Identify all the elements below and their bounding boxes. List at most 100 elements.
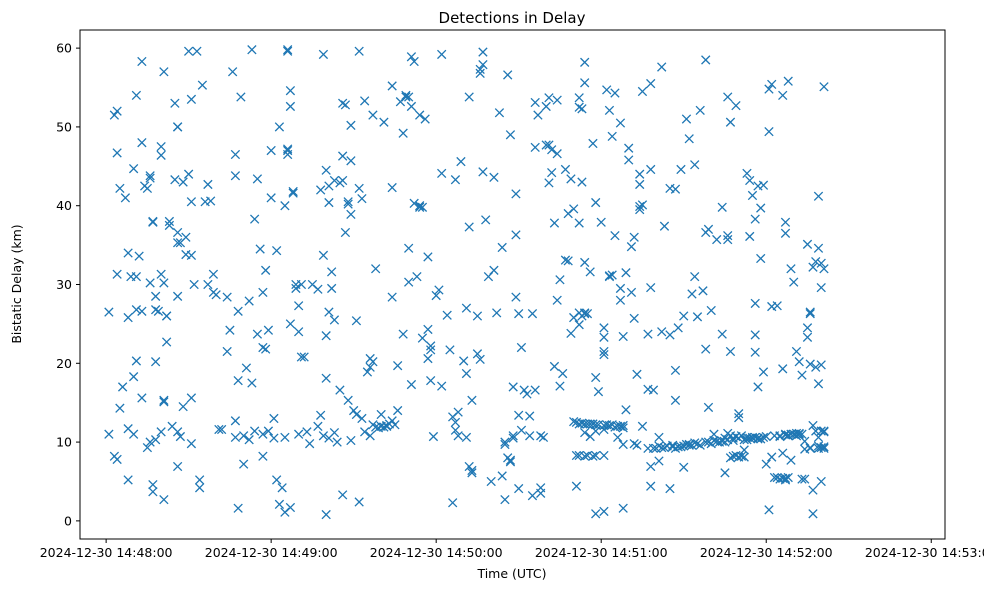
data-point [387,416,397,426]
data-point [800,474,810,484]
data-point [574,93,584,103]
data-point [599,323,609,333]
data-point [789,277,799,287]
data-point [271,245,282,256]
data-point [415,201,425,211]
data-point [324,307,334,317]
x-tick-label: 2024-12-30 14:53:00 [865,545,984,560]
data-point [360,96,370,106]
data-point [805,443,815,454]
data-point [172,122,183,132]
data-point [588,138,598,149]
data-point [150,435,161,445]
y-tick-label: 20 [56,356,72,371]
data-point [412,271,422,282]
x-axis: 2024-12-30 14:48:00 2024-12-30 14:49:00 20… [40,539,984,560]
data-point [673,323,683,333]
data-point [750,432,760,443]
data-point [497,242,507,253]
data-point [505,457,516,467]
data-point [164,216,175,227]
data-point [703,402,714,413]
data-point [467,395,477,405]
data-point [137,138,147,148]
data-point [233,375,243,386]
data-point [417,202,428,212]
data-point [637,200,648,210]
data-point [695,440,705,450]
data-point [599,450,609,461]
data-point [646,282,656,293]
data-point [637,421,648,431]
data-point [153,306,164,316]
data-point [123,312,133,323]
data-point [263,325,274,335]
data-point [571,450,582,461]
data-point [489,265,499,275]
data-point [819,82,829,92]
data-point [580,308,590,319]
data-point [288,188,298,198]
data-point [599,506,609,517]
data-point [365,431,375,441]
data-point [172,238,183,248]
data-point [670,184,681,194]
data-point [365,362,375,372]
data-point [236,92,246,102]
data-point [725,453,736,463]
data-point [772,301,782,311]
data-point [750,298,760,309]
data-point [505,130,516,140]
data-point [227,67,238,77]
data-point [321,509,331,520]
data-point [555,381,565,391]
data-point [238,431,249,441]
data-point [249,214,260,224]
x-axis-label: Time (UTC) [476,566,546,581]
data-point [401,92,411,102]
data-point [123,475,133,485]
data-point [670,365,681,376]
data-point [332,437,342,447]
data-point [797,370,807,380]
data-point [500,494,510,505]
data-point [690,160,700,170]
data-point [783,472,793,483]
data-point [159,67,169,77]
data-point [266,193,276,203]
data-point [398,128,408,138]
data-point [437,381,447,391]
data-point [657,327,667,337]
data-point [558,368,568,379]
data-point [580,78,590,88]
y-tick-label: 40 [56,198,72,213]
data-point [635,201,645,212]
data-point [811,256,821,267]
data-point [148,487,158,497]
data-point [698,286,708,296]
data-point [692,439,703,449]
data-point [404,92,414,102]
data-point [109,110,120,120]
data-point [761,459,771,469]
data-point [615,421,626,431]
data-point [159,397,169,407]
data-point [145,437,155,447]
data-point [293,301,304,311]
data-point [580,451,590,461]
data-point [321,331,331,341]
data-point [282,145,293,156]
data-point [632,440,642,450]
data-point [503,70,513,80]
data-point [536,483,546,493]
data-point [778,448,788,458]
data-point [285,86,296,96]
data-point [654,456,664,466]
data-point [186,250,197,261]
data-point [717,329,727,339]
data-point [150,305,161,315]
data-point [767,452,777,462]
data-point [208,269,219,279]
data-point [420,114,430,124]
data-point [104,429,114,439]
